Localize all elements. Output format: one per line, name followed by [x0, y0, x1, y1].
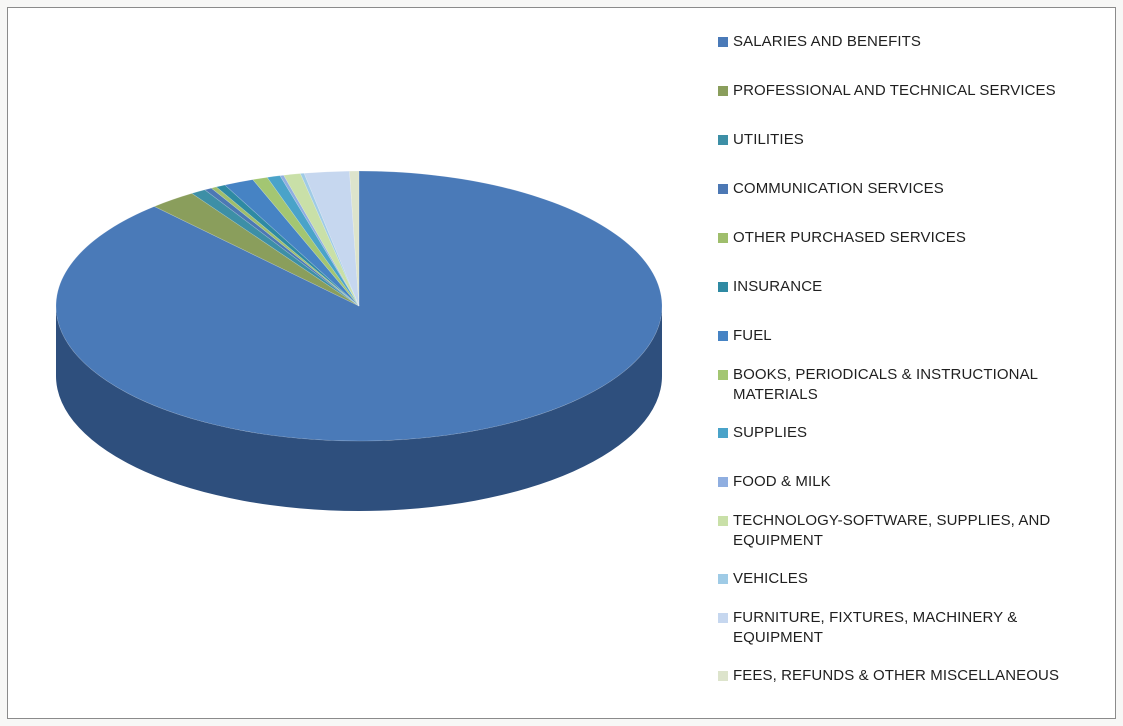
- legend-label: FURNITURE, FIXTURES, MACHINERY & EQUIPME…: [733, 609, 1018, 646]
- pie-slice: [279, 174, 360, 307]
- legend-label: FUEL: [733, 327, 772, 344]
- legend-swatch: [718, 233, 728, 243]
- legend-label: UTILITIES: [733, 131, 804, 148]
- legend-swatch: [718, 282, 728, 292]
- legend-label: INSURANCE: [733, 278, 823, 295]
- legend-swatch: [718, 428, 728, 438]
- legend-item: PROFESSIONAL AND TECHNICAL SERVICES: [718, 81, 1108, 101]
- legend-label: FOOD & MILK: [733, 473, 831, 490]
- legend-swatch: [718, 370, 728, 380]
- legend-item: OTHER PURCHASED SERVICES: [718, 228, 1108, 248]
- legend-label: BOOKS, PERIODICALS & INSTRUCTIONAL MATER…: [733, 366, 1038, 403]
- legend-swatch: [718, 37, 728, 47]
- legend-swatch: [718, 135, 728, 145]
- legend-label: VEHICLES: [733, 570, 808, 587]
- legend-item: VEHICLES: [718, 569, 1108, 589]
- legend-label: SUPPLIES: [733, 424, 808, 441]
- pie-chart: [55, 170, 663, 511]
- pie-slice: [204, 187, 360, 307]
- legend-label: FEES, REFUNDS & OTHER MISCELLANEOUS: [733, 667, 1060, 684]
- pie-slice: [55, 170, 663, 442]
- legend-item: FEES, REFUNDS & OTHER MISCELLANEOUS: [718, 666, 1108, 686]
- legend-item: SALARIES AND BENEFITS: [718, 32, 1108, 52]
- legend-item: SUPPLIES: [718, 423, 1108, 443]
- pie-slice: [191, 189, 360, 307]
- legend-item: BOOKS, PERIODICALS & INSTRUCTIONAL MATER…: [718, 365, 1108, 405]
- pie-side-walls: [56, 306, 662, 511]
- pie-slices: [55, 170, 663, 442]
- legend-swatch: [718, 574, 728, 584]
- chart-frame: SALARIES AND BENEFITS PROFESSIONAL AND TE…: [7, 7, 1116, 719]
- legend-label: TECHNOLOGY-SOFTWARE, SUPPLIES, AND EQUIP…: [733, 512, 1051, 549]
- pie-slice: [349, 170, 360, 307]
- pie-slice: [153, 193, 360, 307]
- legend-swatch: [718, 516, 728, 526]
- legend-swatch: [718, 184, 728, 194]
- legend-item: FUEL: [718, 326, 1108, 346]
- legend-swatch: [718, 613, 728, 623]
- pie-slice: [210, 186, 360, 307]
- legend-item: FOOD & MILK: [718, 472, 1108, 492]
- pie-slice: [215, 184, 360, 307]
- legend-label: COMMUNICATION SERVICES: [733, 180, 944, 197]
- legend-item: FURNITURE, FIXTURES, MACHINERY & EQUIPME…: [718, 608, 1108, 648]
- legend-label: PROFESSIONAL AND TECHNICAL SERVICES: [733, 82, 1056, 99]
- pie-slice-side: [56, 306, 662, 511]
- legend-item: UTILITIES: [718, 130, 1108, 150]
- legend-item: TECHNOLOGY-SOFTWARE, SUPPLIES, AND EQUIP…: [718, 511, 1108, 551]
- legend-item: COMMUNICATION SERVICES: [718, 179, 1108, 199]
- pie-slice: [266, 175, 360, 307]
- pie-slice: [252, 177, 360, 307]
- pie-slice: [224, 179, 360, 307]
- pie-slice: [303, 170, 360, 307]
- legend-label: OTHER PURCHASED SERVICES: [733, 229, 967, 246]
- legend-swatch: [718, 671, 728, 681]
- pie-slice: [283, 173, 360, 307]
- legend-swatch: [718, 86, 728, 96]
- legend-label: SALARIES AND BENEFITS: [733, 33, 921, 50]
- pie-slice: [299, 172, 360, 307]
- legend-swatch: [718, 331, 728, 341]
- legend-item: INSURANCE: [718, 277, 1108, 297]
- legend-swatch: [718, 477, 728, 487]
